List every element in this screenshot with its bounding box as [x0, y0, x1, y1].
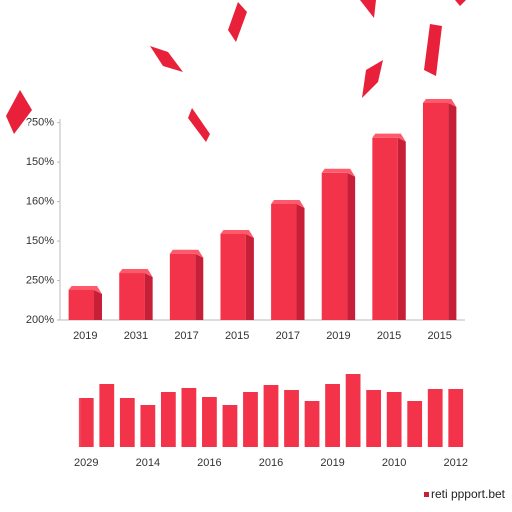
x-tick-label: 2015 — [377, 330, 401, 342]
bar — [284, 390, 299, 447]
bar — [304, 401, 320, 447]
bar — [263, 385, 279, 447]
bar-top — [169, 249, 204, 258]
bar — [366, 390, 382, 447]
bar-top — [321, 168, 356, 177]
bar-front — [321, 172, 348, 320]
fade-overlay — [62, 377, 82, 449]
top-chart: 200% 250% 150% 160% 150% ?50% 2019 2031 2017 2015… — [26, 98, 465, 342]
bar — [321, 168, 356, 320]
bar — [372, 133, 406, 320]
bar — [119, 269, 153, 320]
x-tick-label: 2019 — [73, 330, 97, 342]
bar-side — [94, 290, 103, 320]
bar — [325, 384, 340, 447]
footer-icon — [424, 492, 429, 497]
x-tick-label: 2019 — [326, 330, 350, 342]
bar — [169, 249, 204, 320]
bar — [78, 398, 94, 447]
x-tick-label: 2031 — [124, 330, 148, 342]
x-tick-label: 2016 — [259, 457, 283, 469]
confetti-piece — [188, 108, 210, 142]
bar-front — [68, 290, 95, 320]
bar — [271, 199, 305, 320]
bar-side — [448, 102, 457, 320]
bar — [181, 388, 197, 447]
bar-top — [422, 98, 457, 107]
bar — [422, 98, 457, 320]
bar-front — [169, 253, 196, 320]
bar-front — [422, 102, 449, 320]
bar-side — [347, 172, 356, 320]
x-tick-label: 2017 — [276, 330, 300, 342]
bar — [140, 405, 156, 447]
bar — [448, 389, 464, 447]
bar — [345, 374, 361, 447]
y-tick-label: 160% — [26, 196, 54, 208]
bar-top — [220, 229, 254, 238]
bar — [220, 229, 254, 320]
bar — [222, 405, 238, 447]
x-tick-label: 2010 — [382, 457, 406, 469]
bar-front — [220, 233, 246, 320]
bar — [407, 401, 423, 447]
bar — [243, 392, 258, 447]
bar — [99, 384, 115, 447]
bar-top — [372, 133, 406, 142]
x-tick-label: 2019 — [320, 457, 344, 469]
confetti-piece — [150, 46, 183, 72]
y-tick-label: ?50% — [26, 117, 54, 129]
confetti-piece — [360, 0, 376, 18]
bar-top — [68, 286, 103, 295]
bar-side — [245, 233, 254, 320]
bar-side — [144, 273, 153, 320]
y-tick-label: 150% — [26, 156, 54, 168]
y-tick-label: 150% — [26, 235, 54, 247]
x-tick-label: 2029 — [74, 457, 98, 469]
bar-top — [119, 269, 153, 278]
confetti-piece — [362, 60, 383, 98]
confetti — [6, 0, 466, 142]
bar-front — [372, 137, 398, 320]
bar — [68, 286, 103, 320]
y-tick-label: 200% — [26, 314, 54, 326]
y-tick-label: 250% — [26, 274, 54, 286]
x-tick-label: 2012 — [443, 457, 467, 469]
bar — [160, 392, 176, 447]
x-tick-label: 2016 — [197, 457, 221, 469]
bottom-chart: 2029 2014 2016 2016 2019 2010 2012 — [62, 374, 468, 469]
bar — [386, 392, 402, 447]
x-tick-label: 2015 — [427, 330, 451, 342]
bar-side — [296, 203, 305, 320]
confetti-piece — [228, 2, 247, 42]
bar-front — [119, 273, 145, 320]
bar — [119, 398, 135, 447]
bar-side — [397, 137, 406, 320]
x-tick-label: 2017 — [174, 330, 198, 342]
bar-top — [271, 199, 305, 208]
confetti-piece — [6, 90, 32, 134]
x-tick-label: 2014 — [136, 457, 160, 469]
footer-text: reti ppport.bet — [431, 487, 506, 501]
bar — [427, 389, 443, 447]
x-tick-label: 2015 — [225, 330, 249, 342]
confetti-piece — [455, 0, 466, 6]
bar-front — [271, 203, 297, 320]
bar-side — [195, 253, 204, 320]
confetti-piece — [424, 24, 442, 76]
bar — [202, 397, 217, 447]
